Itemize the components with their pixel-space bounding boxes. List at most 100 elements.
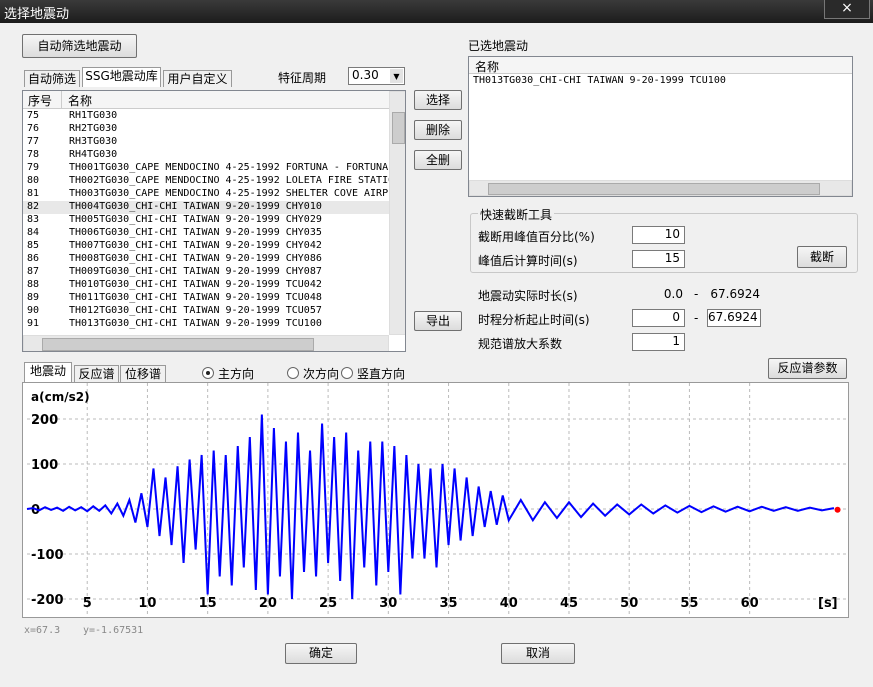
row-name: TH001TG030_CAPE MENDOCINO 4-25-1992 FORT… bbox=[69, 162, 389, 173]
list-row[interactable]: 76 RH2TG030 bbox=[23, 123, 389, 136]
status-x: x=67.3 bbox=[24, 625, 61, 636]
y-tick-label: 200 bbox=[31, 413, 58, 428]
dash: - bbox=[694, 311, 699, 325]
list-row[interactable]: 85 TH007TG030_CHI-CHI TAIWAN 9-20-1999 CH… bbox=[23, 240, 389, 253]
x-tick-label: 55 bbox=[680, 596, 698, 611]
tab[interactable]: 地震动 bbox=[24, 362, 72, 382]
export-button[interactable]: 导出 bbox=[414, 311, 462, 331]
row-number: 85 bbox=[27, 240, 40, 251]
period-select[interactable]: 0.30 ▼ bbox=[348, 67, 405, 85]
row-number: 86 bbox=[27, 253, 40, 264]
radio-label[interactable]: 次方向 bbox=[303, 367, 340, 381]
list-row[interactable]: 90 TH012TG030_CHI-CHI TAIWAN 9-20-1999 TC… bbox=[23, 305, 389, 318]
horizontal-scrollbar[interactable] bbox=[469, 180, 852, 196]
list-row[interactable]: 84 TH006TG030_CHI-CHI TAIWAN 9-20-1999 CH… bbox=[23, 227, 389, 240]
window-title: 选择地震动 bbox=[4, 7, 70, 22]
row-number: 91 bbox=[27, 318, 40, 329]
tab[interactable]: 反应谱 bbox=[74, 365, 119, 382]
row-name: RH4TG030 bbox=[69, 149, 118, 160]
list-row[interactable]: 75 RH1TG030 bbox=[23, 110, 389, 123]
row-name: RH3TG030 bbox=[69, 136, 118, 147]
library-list[interactable]: 序号 名称 75 RH1TG030 76 RH2TG030 77 RH3TG030 78 RH… bbox=[22, 90, 406, 352]
radio[interactable] bbox=[202, 367, 214, 379]
period-label: 特征周期 bbox=[278, 71, 327, 85]
close-button[interactable]: × bbox=[824, 0, 870, 19]
radio-label[interactable]: 竖直方向 bbox=[357, 367, 406, 381]
cancel-button[interactable]: 取消 bbox=[501, 643, 575, 664]
row-name: TH009TG030_CHI-CHI TAIWAN 9-20-1999 CHY0… bbox=[69, 266, 322, 277]
y-axis-label: a(cm/s2) bbox=[31, 390, 90, 404]
group-title: 快速截断工具 bbox=[478, 206, 555, 223]
list-row[interactable]: 91 TH013TG030_CHI-CHI TAIWAN 9-20-1999 TC… bbox=[23, 318, 389, 331]
list-row[interactable]: 80 TH002TG030_CAPE MENDOCINO 4-25-1992 LO… bbox=[23, 175, 389, 188]
list-row[interactable]: 83 TH005TG030_CHI-CHI TAIWAN 9-20-1999 CH… bbox=[23, 214, 389, 227]
vertical-scrollbar[interactable] bbox=[389, 91, 405, 335]
radio[interactable] bbox=[341, 367, 353, 379]
ok-button[interactable]: 确定 bbox=[285, 643, 357, 664]
select-button[interactable]: 选择 bbox=[414, 90, 462, 110]
auto-filter-button[interactable]: 自动筛选地震动 bbox=[22, 34, 137, 58]
row-number: 75 bbox=[27, 110, 40, 121]
list-row[interactable]: 89 TH011TG030_CHI-CHI TAIWAN 9-20-1999 TC… bbox=[23, 292, 389, 305]
row-name: TH004TG030_CHI-CHI TAIWAN 9-20-1999 CHY0… bbox=[69, 201, 322, 212]
column-header: 名称 bbox=[68, 94, 93, 108]
x-axis-label: [s] bbox=[818, 596, 838, 611]
delete-button[interactable]: 删除 bbox=[414, 120, 462, 140]
list-row[interactable]: 78 RH4TG030 bbox=[23, 149, 389, 162]
field-input[interactable]: 10 bbox=[632, 226, 685, 244]
list-header: 名称 bbox=[469, 57, 852, 74]
scale-input[interactable]: 1 bbox=[632, 333, 685, 351]
range-end-input[interactable]: 67.6924 bbox=[707, 309, 761, 327]
x-tick-label: 35 bbox=[439, 596, 457, 611]
tab[interactable]: 自动筛选 bbox=[24, 70, 80, 87]
scale-label: 规范谱放大系数 bbox=[478, 337, 563, 351]
radio-label[interactable]: 主方向 bbox=[218, 367, 255, 381]
tab[interactable]: 用户自定义 bbox=[163, 70, 232, 87]
x-tick-label: 10 bbox=[138, 596, 156, 611]
cut-button[interactable]: 截断 bbox=[797, 246, 847, 268]
list-row[interactable]: 86 TH008TG030_CHI-CHI TAIWAN 9-20-1999 CH… bbox=[23, 253, 389, 266]
group-box bbox=[470, 213, 858, 273]
tab[interactable]: SSG地震动库 bbox=[82, 67, 161, 87]
row-name: TH013TG030_CHI-CHI TAIWAN 9-20-1999 TCU1… bbox=[69, 318, 322, 329]
row-name: TH003TG030_CAPE MENDOCINO 4-25-1992 SHEL… bbox=[69, 188, 389, 199]
selected-list[interactable]: 名称 TH013TG030_CHI-CHI TAIWAN 9-20-1999 T… bbox=[468, 56, 853, 197]
x-tick-label: 30 bbox=[379, 596, 397, 611]
list-row[interactable]: 81 TH003TG030_CAPE MENDOCINO 4-25-1992 SH… bbox=[23, 188, 389, 201]
x-tick-label: 45 bbox=[560, 596, 578, 611]
list-header: 序号 名称 bbox=[23, 91, 389, 109]
x-tick-label: 50 bbox=[620, 596, 638, 611]
list-row[interactable]: 77 RH3TG030 bbox=[23, 136, 389, 149]
y-tick-label: 0 bbox=[31, 503, 40, 518]
x-tick-label: 5 bbox=[83, 596, 92, 611]
row-number: 81 bbox=[27, 188, 40, 199]
row-number: 79 bbox=[27, 162, 40, 173]
field-input[interactable]: 15 bbox=[632, 250, 685, 268]
y-tick-label: 100 bbox=[31, 458, 58, 473]
list-row[interactable]: 88 TH010TG030_CHI-CHI TAIWAN 9-20-1999 TC… bbox=[23, 279, 389, 292]
radio-dot bbox=[206, 371, 210, 375]
selected-title: 已选地震动 bbox=[468, 39, 529, 53]
row-number: 90 bbox=[27, 305, 40, 316]
radio[interactable] bbox=[287, 367, 299, 379]
list-row[interactable]: 79 TH001TG030_CAPE MENDOCINO 4-25-1992 FO… bbox=[23, 162, 389, 175]
horizontal-scrollbar[interactable] bbox=[23, 335, 389, 351]
row-name: TH012TG030_CHI-CHI TAIWAN 9-20-1999 TCU0… bbox=[69, 305, 322, 316]
list-row[interactable]: 87 TH009TG030_CHI-CHI TAIWAN 9-20-1999 CH… bbox=[23, 266, 389, 279]
x-tick-label: 60 bbox=[741, 596, 759, 611]
row-number: 82 bbox=[27, 201, 40, 212]
row-name: TH005TG030_CHI-CHI TAIWAN 9-20-1999 CHY0… bbox=[69, 214, 322, 225]
clear-button[interactable]: 全删 bbox=[414, 150, 462, 170]
selected-row[interactable]: TH013TG030_CHI-CHI TAIWAN 9-20-1999 TCU1… bbox=[473, 75, 726, 86]
tab[interactable]: 位移谱 bbox=[120, 365, 166, 382]
field-label: 截断用峰值百分比(%) bbox=[478, 230, 595, 244]
dropdown-arrow[interactable]: ▼ bbox=[390, 69, 403, 83]
response-params-button[interactable]: 反应谱参数 bbox=[768, 358, 847, 379]
range-start-input[interactable]: 0 bbox=[632, 309, 685, 327]
list-row[interactable]: 82 TH004TG030_CHI-CHI TAIWAN 9-20-1999 CH… bbox=[23, 201, 389, 214]
period-value: 0.30 bbox=[352, 68, 379, 82]
y-tick-label: -100 bbox=[31, 548, 64, 563]
row-name: TH008TG030_CHI-CHI TAIWAN 9-20-1999 CHY0… bbox=[69, 253, 322, 264]
row-number: 77 bbox=[27, 136, 40, 147]
